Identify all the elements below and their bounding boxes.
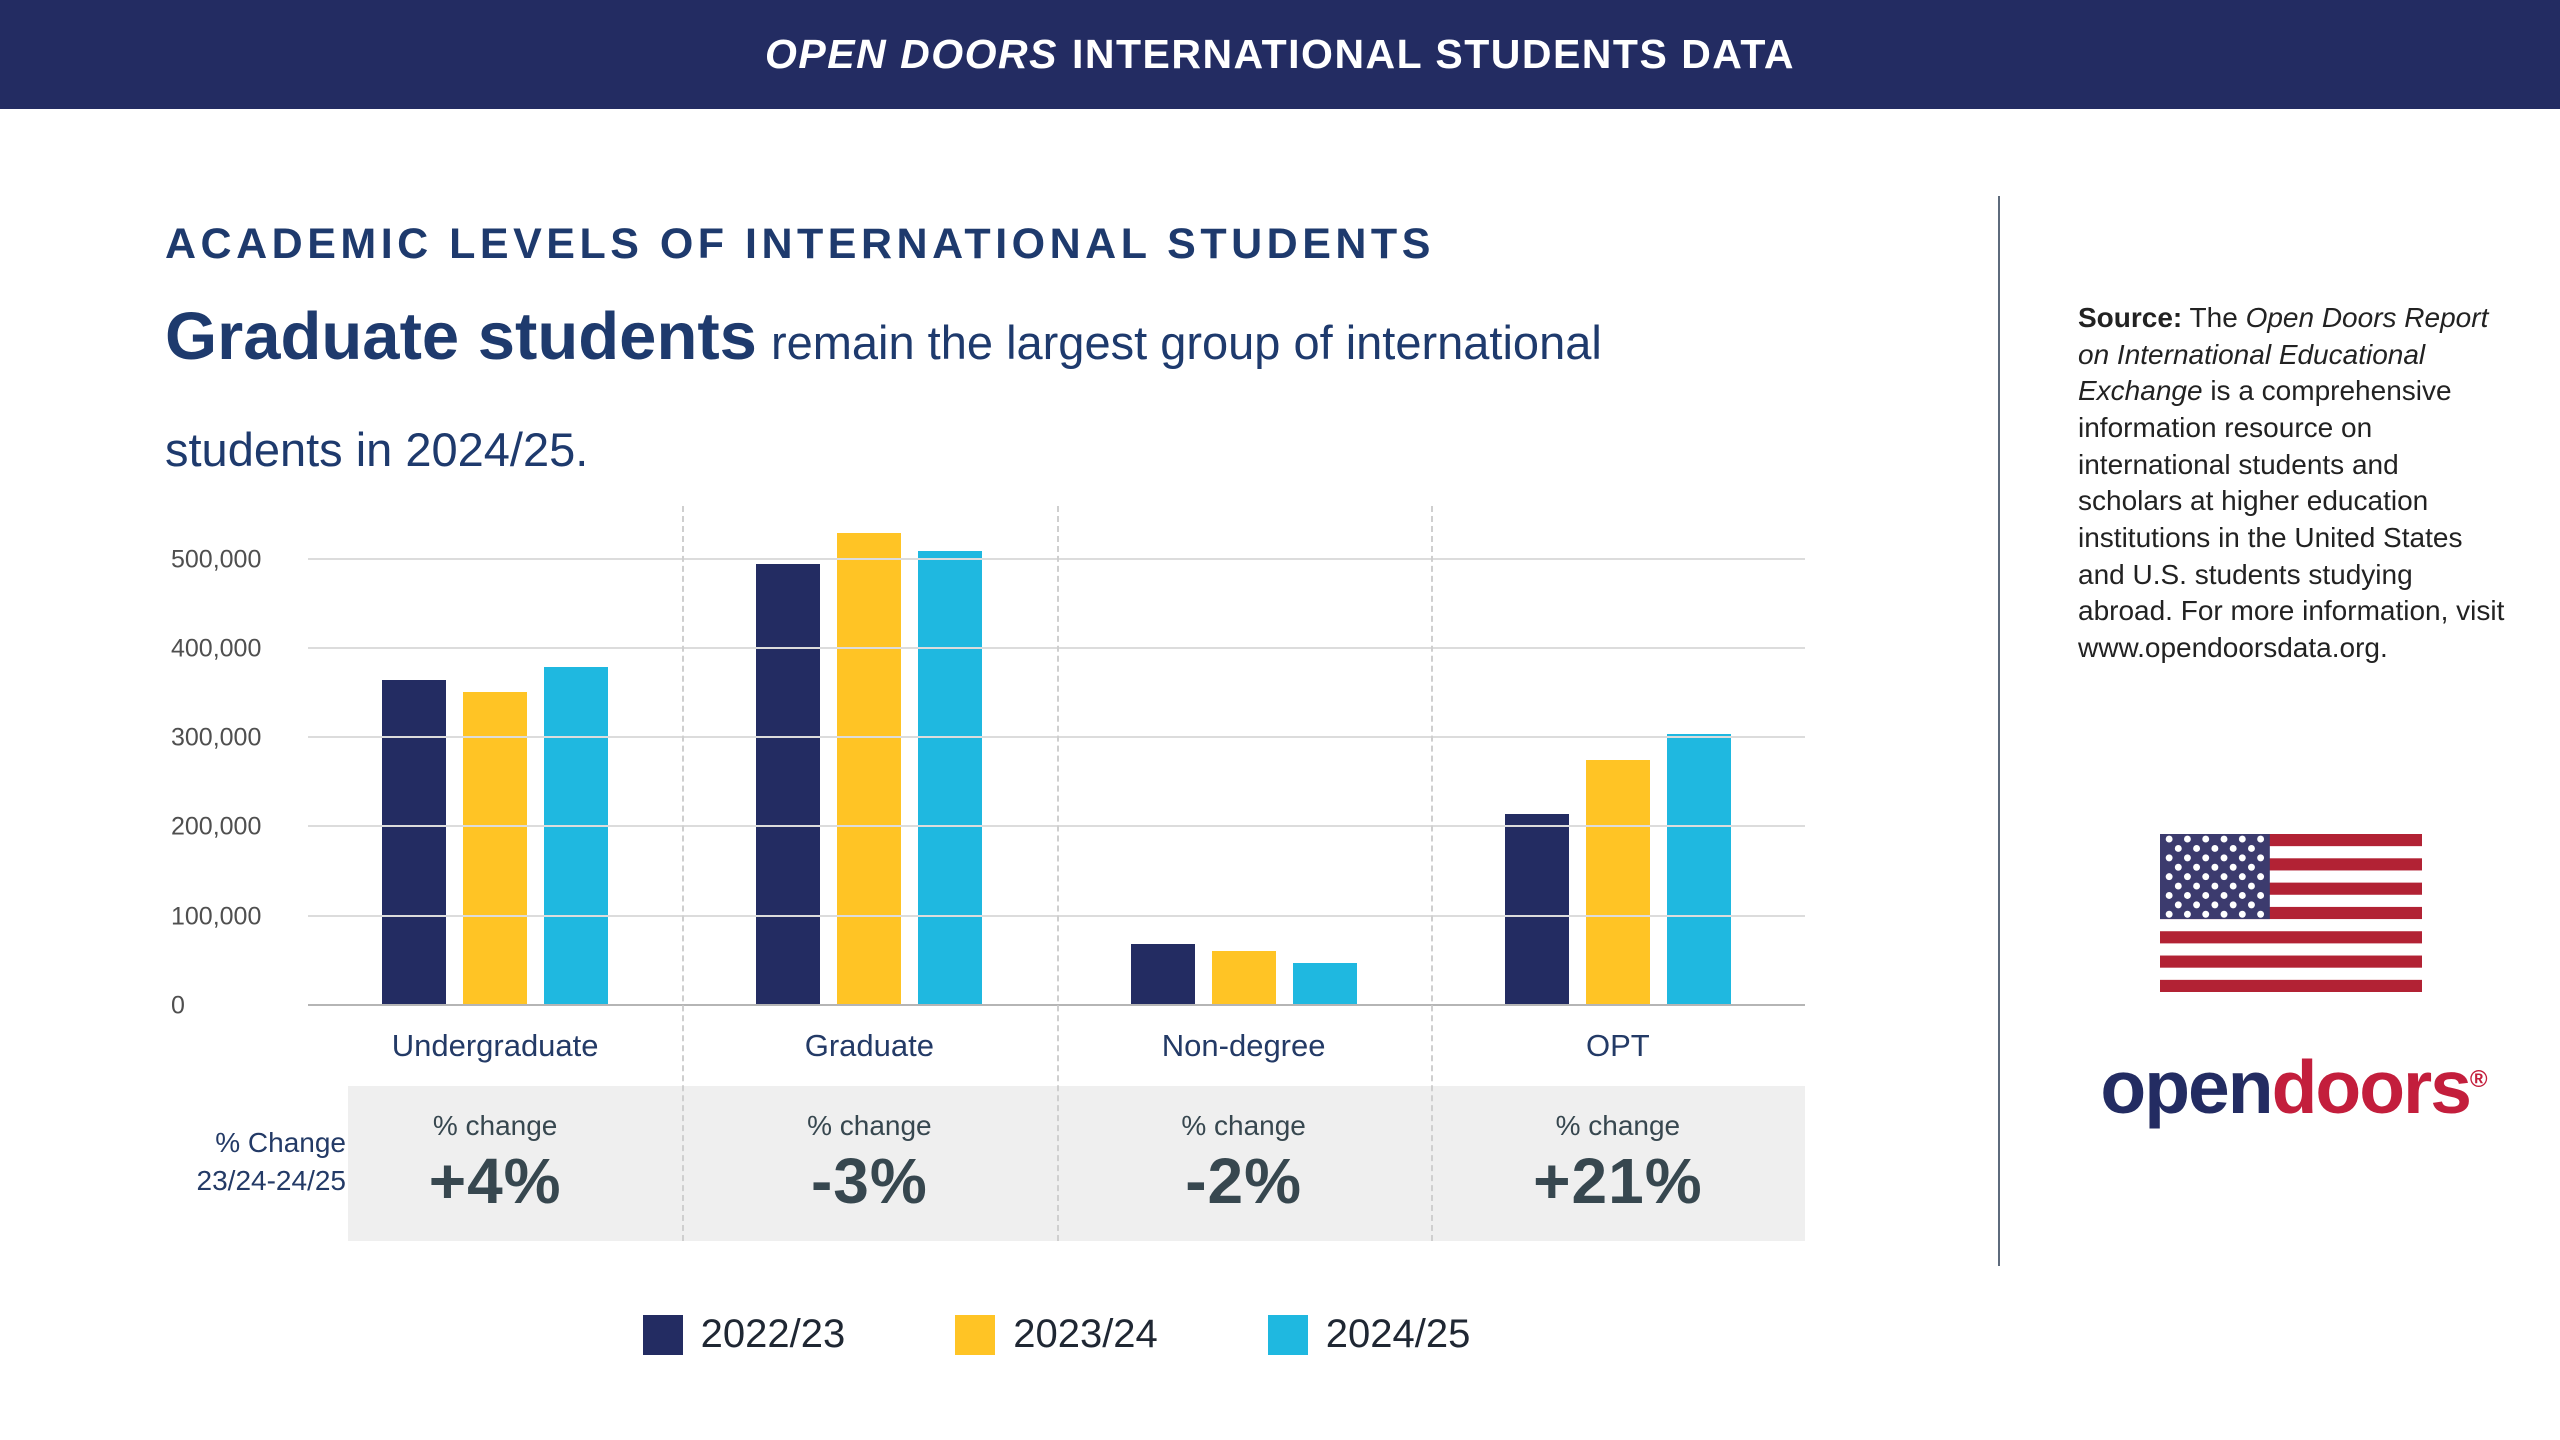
legend-swatch (1267, 1314, 1308, 1355)
bar-opt-2024-25 (1666, 733, 1731, 1006)
bar-chart: 0 100,000 200,000 300,000 400,000 500,000 Und… (163, 506, 1805, 1241)
y-axis-labels: 0 100,000 200,000 300,000 400,000 500,000 (163, 506, 308, 1019)
bar-opt-2023-24 (1585, 760, 1650, 1006)
source-text-post: is a comprehensive information resource … (2078, 375, 2505, 664)
group-separator (1056, 506, 1059, 1241)
pct-band-background (348, 1086, 1805, 1241)
source-label: Source: (2078, 302, 2183, 333)
section-kicker: ACADEMIC LEVELS OF INTERNATIONAL STUDENT… (165, 220, 1435, 268)
us-flag (2160, 834, 2422, 992)
logo-registered-mark: ® (2469, 1066, 2488, 1093)
bar-undergraduate-2024-25 (544, 666, 609, 1006)
bar-non-degree-2022-23 (1130, 943, 1195, 1006)
category-label-undergraduate: Undergraduate (391, 1028, 599, 1063)
pct-change-left-label-line2: 23/24-24/25 (196, 1164, 346, 1196)
bar-non-degree-2024-25 (1292, 963, 1357, 1006)
bar-groups (308, 506, 1805, 1006)
pct-change-value: +21% (1533, 1144, 1703, 1217)
bar-group-graduate (682, 506, 1056, 1006)
legend-label: 2023/24 (1013, 1312, 1158, 1356)
legend-item-2024-25: 2024/25 (1267, 1312, 1471, 1357)
flag-stars (2165, 835, 2265, 918)
bar-undergraduate-2022-23 (382, 680, 447, 1006)
y-tick-label: 0 (171, 991, 185, 1020)
bar-opt-2022-23 (1504, 814, 1569, 1006)
bar-undergraduate-2023-24 (463, 691, 528, 1006)
open-doors-logo: opendoors® (2078, 1044, 2510, 1130)
pct-change-cell-non-degree: % change -2% (1057, 1086, 1431, 1241)
source-text-pre: The (2182, 302, 2246, 333)
bar-graduate-2023-24 (837, 532, 902, 1006)
category-label-opt: OPT (1586, 1028, 1650, 1063)
legend-swatch (955, 1314, 996, 1355)
logo-open: open (2100, 1045, 2273, 1129)
bar-graduate-2024-25 (918, 550, 983, 1006)
headline-line1: Graduate students remain the largest grou… (165, 296, 1602, 396)
header-title-rest: INTERNATIONAL STUDENTS DATA (1071, 31, 1795, 77)
plot-stack: Undergraduate Graduate Non-degree OPT % cha… (308, 506, 1805, 1241)
bar-group-opt (1431, 506, 1805, 1006)
group-separator (682, 506, 685, 1241)
y-tick-label: 400,000 (171, 634, 262, 663)
pct-change-left-label: % Change 23/24-24/25 (191, 1124, 346, 1200)
bar-group-undergraduate (308, 506, 682, 1006)
header-title-italic: OPEN DOORS (765, 31, 1058, 77)
pct-change-sublabel: % change (807, 1109, 932, 1141)
bar-group-non-degree (1057, 506, 1431, 1006)
pct-change-cell-opt: % change +21% (1431, 1086, 1805, 1241)
header-title: OPEN DOORS INTERNATIONAL STUDENTS DATA (765, 31, 1795, 78)
pct-change-sublabel: % change (432, 1109, 558, 1141)
us-flag-svg (2160, 834, 2422, 992)
legend-label: 2024/25 (1325, 1312, 1471, 1356)
category-labels: Undergraduate Graduate Non-degree OPT (308, 1006, 1805, 1086)
source-note: Source: The Open Doors Report on Interna… (2078, 300, 2510, 667)
legend-swatch (642, 1314, 683, 1355)
y-tick-label: 500,000 (171, 545, 262, 574)
pct-change-left-label-line1: % Change (215, 1127, 346, 1158)
group-separator (1430, 506, 1433, 1241)
legend-item-2022-23: 2022/23 (642, 1312, 846, 1357)
legend-item-2023-24: 2023/24 (955, 1312, 1158, 1357)
y-tick-label: 300,000 (171, 723, 262, 752)
pct-cells: % change +4%% change -3%% change -2%% chang… (308, 1086, 1805, 1241)
sidebar-divider (1998, 196, 2000, 1266)
pct-change-cell-undergraduate: % change +4% (308, 1086, 682, 1241)
pct-change-sublabel: % change (1555, 1109, 1681, 1141)
pct-change-value: -2% (1185, 1144, 1303, 1217)
logo-doors: doors (2271, 1045, 2472, 1129)
headline-bold: Graduate students (165, 299, 757, 374)
bar-graduate-2022-23 (756, 564, 821, 1006)
headline: Graduate students remain the largest grou… (165, 296, 1602, 477)
bar-non-degree-2023-24 (1211, 950, 1276, 1006)
legend-label: 2022/23 (700, 1312, 846, 1356)
pct-change-value: +4% (428, 1144, 562, 1217)
header-bar: OPEN DOORS INTERNATIONAL STUDENTS DATA (0, 0, 2560, 109)
pct-change-cell-graduate: % change -3% (682, 1086, 1056, 1241)
pct-change-band: % change +4%% change -3%% change -2%% chang… (308, 1086, 1805, 1241)
category-label-non-degree: Non-degree (1161, 1028, 1326, 1063)
y-tick-label: 200,000 (171, 812, 262, 841)
chart-body: 0 100,000 200,000 300,000 400,000 500,000 Und… (163, 506, 1805, 1241)
headline-rest: remain the largest group of internationa… (770, 316, 1602, 369)
source-text-italic: Open Doors Report on International Educa… (2078, 302, 2489, 407)
y-tick-label: 100,000 (171, 902, 262, 931)
legend: 2022/23 2023/24 2024/25 (163, 1312, 1805, 1357)
pct-change-sublabel: % change (1181, 1109, 1306, 1141)
headline-line2: students in 2024/25. (165, 423, 589, 476)
pct-change-value: -3% (810, 1144, 928, 1217)
category-label-graduate: Graduate (804, 1028, 934, 1063)
